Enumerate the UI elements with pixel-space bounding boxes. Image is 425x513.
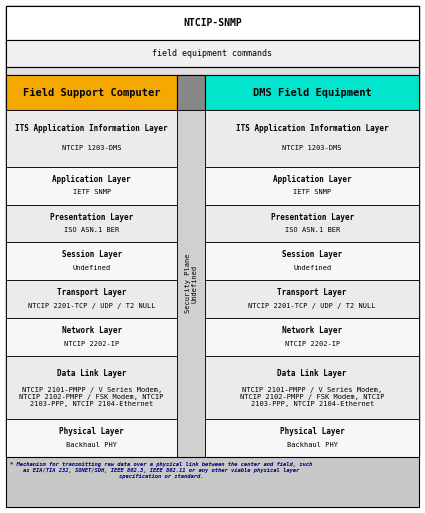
Bar xyxy=(6,280,177,318)
Text: NTCIP 2202-IP: NTCIP 2202-IP xyxy=(64,341,119,347)
Text: Undefined: Undefined xyxy=(293,265,331,271)
Bar xyxy=(205,280,419,318)
Text: ITS Application Information Layer: ITS Application Information Layer xyxy=(15,124,168,133)
Text: Transport Layer: Transport Layer xyxy=(57,288,126,298)
Text: * Mechanism for transmitting raw data over a physical link between the center an: * Mechanism for transmitting raw data ov… xyxy=(10,462,312,479)
Text: Session Layer: Session Layer xyxy=(282,250,342,260)
Bar xyxy=(205,75,419,110)
Bar xyxy=(6,40,419,67)
Text: NTCIP 2101-PMPP / V Series Modem,
NTCIP 2102-PMPP / FSK Modem, NTCIP
2103-PPP, N: NTCIP 2101-PMPP / V Series Modem, NTCIP … xyxy=(240,387,384,407)
Text: NTCIP 2201-TCP / UDP / T2 NULL: NTCIP 2201-TCP / UDP / T2 NULL xyxy=(28,303,156,309)
Text: Field Support Computer: Field Support Computer xyxy=(23,88,160,97)
Text: NTCIP 2201-TCP / UDP / T2 NULL: NTCIP 2201-TCP / UDP / T2 NULL xyxy=(248,303,376,309)
Text: Undefined: Undefined xyxy=(73,265,111,271)
Text: DMS Field Equipment: DMS Field Equipment xyxy=(253,88,371,97)
Text: field equipment commands: field equipment commands xyxy=(153,49,272,58)
Text: Security Plane
Undefined: Security Plane Undefined xyxy=(185,254,198,313)
Text: Application Layer: Application Layer xyxy=(273,175,351,184)
Text: Network Layer: Network Layer xyxy=(62,326,122,335)
Text: NTCIP-SNMP: NTCIP-SNMP xyxy=(183,18,242,28)
Text: Network Layer: Network Layer xyxy=(282,326,342,335)
Bar xyxy=(6,75,177,110)
Bar xyxy=(205,356,419,419)
Bar xyxy=(177,110,205,457)
Text: ISO ASN.1 BER: ISO ASN.1 BER xyxy=(64,227,119,233)
Bar xyxy=(205,318,419,356)
Text: Backhaul PHY: Backhaul PHY xyxy=(286,442,337,447)
Bar xyxy=(205,205,419,243)
Bar xyxy=(205,167,419,205)
Text: ITS Application Information Layer: ITS Application Information Layer xyxy=(236,124,388,133)
Bar xyxy=(6,205,177,243)
Text: Data Link Layer: Data Link Layer xyxy=(57,369,126,378)
Bar xyxy=(6,6,419,457)
Text: NTCIP 1203-DMS: NTCIP 1203-DMS xyxy=(62,145,122,151)
Text: ISO ASN.1 BER: ISO ASN.1 BER xyxy=(284,227,340,233)
Text: IETF SNMP: IETF SNMP xyxy=(293,189,331,195)
Bar xyxy=(6,419,177,457)
Bar xyxy=(177,75,205,110)
Text: NTCIP 2101-PMPP / V Series Modem,
NTCIP 2102-PMPP / FSK Modem, NTCIP
2103-PPP, N: NTCIP 2101-PMPP / V Series Modem, NTCIP … xyxy=(20,387,164,407)
Text: Application Layer: Application Layer xyxy=(52,175,131,184)
Text: IETF SNMP: IETF SNMP xyxy=(73,189,111,195)
Bar xyxy=(205,110,419,167)
Text: Physical Layer: Physical Layer xyxy=(59,427,124,436)
Bar xyxy=(6,243,177,280)
Text: Data Link Layer: Data Link Layer xyxy=(278,369,347,378)
Text: Presentation Layer: Presentation Layer xyxy=(50,212,133,222)
Bar xyxy=(6,457,419,507)
Text: Backhaul PHY: Backhaul PHY xyxy=(66,442,117,447)
Bar xyxy=(6,167,177,205)
Text: NTCIP 1203-DMS: NTCIP 1203-DMS xyxy=(282,145,342,151)
Text: Presentation Layer: Presentation Layer xyxy=(271,212,354,222)
Bar xyxy=(205,243,419,280)
Text: NTCIP 2202-IP: NTCIP 2202-IP xyxy=(284,341,340,347)
Bar xyxy=(6,356,177,419)
Bar xyxy=(6,6,419,40)
Text: Session Layer: Session Layer xyxy=(62,250,122,260)
Bar xyxy=(6,67,419,75)
Bar xyxy=(205,419,419,457)
Text: Physical Layer: Physical Layer xyxy=(280,427,345,436)
Bar xyxy=(6,318,177,356)
Text: Transport Layer: Transport Layer xyxy=(278,288,347,298)
Bar xyxy=(6,110,177,167)
